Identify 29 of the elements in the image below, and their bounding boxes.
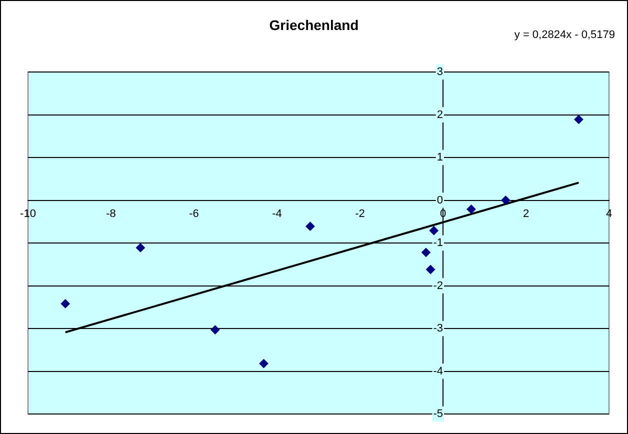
point (429, 226, 438, 236)
y-tick-label: -2 (433, 280, 443, 292)
point (426, 265, 436, 274)
x-tick-label: -8 (106, 208, 116, 220)
y-tick-label: 0 (436, 194, 443, 206)
point (136, 243, 145, 252)
x-tick-label: 2 (522, 208, 530, 220)
point (421, 248, 430, 257)
x-tick-label: -2 (355, 208, 365, 220)
point (259, 359, 268, 368)
point (306, 222, 315, 231)
point (210, 325, 220, 334)
point (466, 204, 476, 214)
y-tick-label: 2 (436, 108, 443, 121)
x-tick-label: -4 (272, 208, 282, 220)
chart-title: Griechenland (269, 17, 359, 33)
point (60, 299, 70, 308)
y-tick-label: -3 (433, 322, 443, 335)
y-tick-label: 3 (436, 66, 443, 78)
y-tick-label: 1 (436, 152, 443, 164)
x-tick-label: -6 (189, 208, 199, 220)
point (501, 196, 510, 205)
text: y = 0,2824x - 0,5179 (514, 29, 615, 41)
x-tick-label: 4 (606, 208, 612, 220)
y-tick-label: -5 (433, 408, 443, 420)
y-tick-label: -4 (433, 365, 443, 378)
point (574, 114, 584, 124)
y-tick-label: -1 (433, 237, 443, 250)
x-tick-label: -10 (20, 208, 36, 220)
